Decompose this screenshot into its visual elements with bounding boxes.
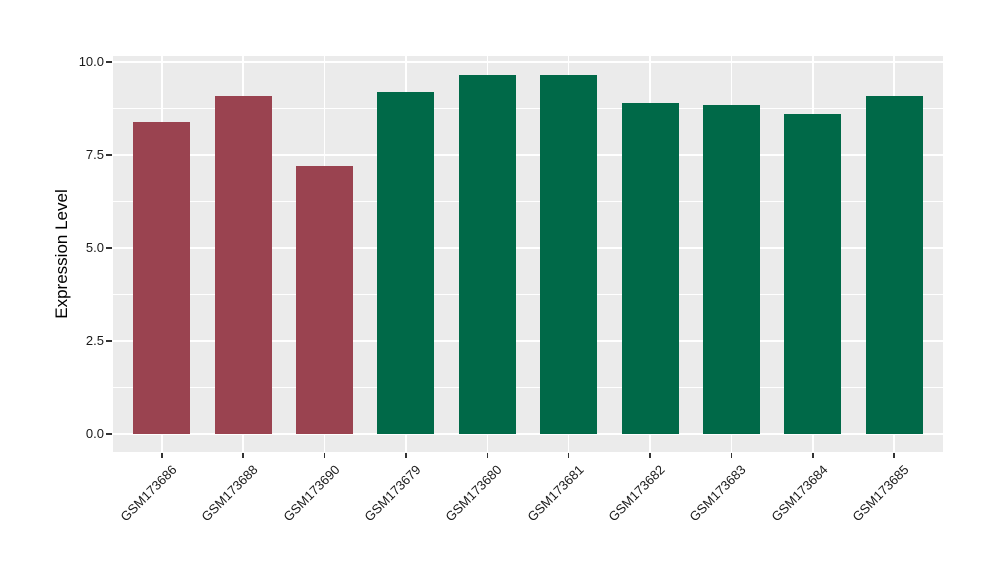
x-tick-label-GSM173684: GSM173684 bbox=[768, 462, 831, 525]
y-tick-label: 10.0 bbox=[78, 54, 104, 69]
minor-gridline bbox=[113, 387, 943, 388]
x-tick-mark bbox=[161, 453, 163, 458]
y-tick-label: 2.5 bbox=[85, 333, 104, 348]
major-gridline bbox=[113, 340, 943, 342]
bar-GSM173684 bbox=[784, 114, 842, 434]
x-tick-label-GSM173681: GSM173681 bbox=[524, 462, 587, 525]
bar-GSM173686 bbox=[133, 121, 191, 434]
y-tick-label: 0.0 bbox=[85, 426, 104, 441]
bar-GSM173679 bbox=[377, 91, 435, 434]
bar-GSM173681 bbox=[540, 75, 598, 434]
x-tick-label-GSM173685: GSM173685 bbox=[849, 462, 912, 525]
x-tick-mark bbox=[242, 453, 244, 458]
x-tick-mark bbox=[405, 453, 407, 458]
bar-GSM173688 bbox=[214, 95, 272, 434]
minor-gridline bbox=[113, 108, 943, 109]
x-tick-mark bbox=[812, 453, 814, 458]
plot-panel bbox=[113, 56, 943, 452]
y-tick-mark bbox=[106, 61, 112, 63]
y-tick-mark bbox=[106, 433, 112, 435]
major-gridline bbox=[113, 433, 943, 435]
y-tick-label: 5.0 bbox=[85, 240, 104, 255]
x-tick-mark bbox=[730, 453, 733, 458]
x-tick-mark bbox=[649, 453, 651, 458]
major-gridline bbox=[113, 61, 943, 63]
x-tick-mark bbox=[567, 453, 570, 458]
bar-GSM173680 bbox=[458, 75, 516, 434]
x-tick-label-GSM173690: GSM173690 bbox=[279, 462, 343, 525]
x-tick-label-GSM173679: GSM173679 bbox=[361, 462, 424, 525]
y-tick-mark bbox=[106, 247, 112, 249]
x-tick-label-GSM173688: GSM173688 bbox=[198, 462, 261, 525]
x-tick-label-GSM173682: GSM173682 bbox=[605, 462, 668, 525]
minor-gridline bbox=[113, 201, 943, 202]
major-gridline bbox=[113, 247, 943, 249]
x-tick-mark bbox=[486, 453, 489, 458]
bar-GSM173683 bbox=[702, 104, 760, 434]
x-tick-label-GSM173680: GSM173680 bbox=[442, 462, 505, 525]
bar-GSM173685 bbox=[865, 95, 923, 434]
x-tick-label-GSM173683: GSM173683 bbox=[686, 462, 750, 525]
x-tick-mark bbox=[323, 453, 326, 458]
bar-GSM173682 bbox=[621, 102, 679, 434]
bar-GSM173690 bbox=[296, 166, 354, 434]
x-tick-label-GSM173686: GSM173686 bbox=[117, 462, 180, 525]
y-tick-mark bbox=[106, 340, 112, 342]
y-tick-label: 7.5 bbox=[85, 147, 104, 162]
major-gridline bbox=[113, 154, 943, 156]
minor-gridline bbox=[113, 294, 943, 295]
x-tick-mark bbox=[893, 453, 895, 458]
y-tick-mark bbox=[106, 154, 112, 156]
